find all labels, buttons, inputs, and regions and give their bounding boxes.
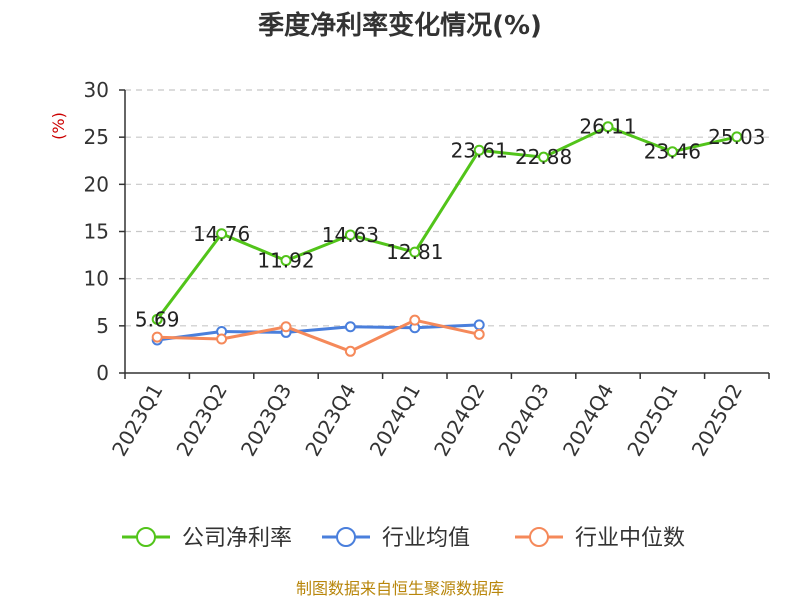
data-labels: 5.69 14.76 11.92 14.63 12.81 23.61 22.88 26.11 2… [135,115,765,332]
y-tick-label: 15 [84,220,109,244]
x-tick-label: 2024Q3 [493,380,553,461]
data-label: 14.63 [322,223,379,247]
legend-label: 行业均值 [382,526,470,551]
y-tick-label: 30 [84,78,109,102]
y-tick-label: 0 [96,361,109,385]
data-point [151,313,163,325]
data-label: 26.11 [579,115,636,139]
x-tick-label: 2023Q2 [171,380,231,461]
x-tick-label: 2024Q4 [558,380,618,461]
data-point [344,229,356,241]
data-point [344,345,356,357]
data-point [409,314,421,326]
data-point [280,321,292,333]
legend: 公司净利率 行业均值 行业中位数 [122,526,685,551]
y-tick-label: 10 [84,267,109,291]
data-label: 14.76 [193,222,250,246]
data-point [409,246,421,258]
x-tick-label: 2023Q4 [300,380,360,461]
legend-swatch-marker [136,527,156,547]
series-lines [151,121,743,357]
series-line [157,318,480,353]
data-label: 22.88 [515,145,572,169]
x-tick-label: 2024Q2 [429,380,489,461]
data-point [473,328,485,340]
y-tick-label: 5 [96,314,109,338]
x-tick-label: 2024Q1 [365,380,425,461]
data-label: 25.03 [708,125,765,149]
data-point [666,146,678,158]
data-point [473,319,485,331]
data-label: 23.61 [451,138,508,162]
series-line [156,125,738,321]
series-line [157,323,480,342]
legend-swatch-marker [336,527,356,547]
grid-lines [125,89,769,327]
legend-swatch-marker [529,527,549,547]
x-tick-label: 2025Q2 [687,380,747,461]
chart-title: 季度净利率变化情况(%) [258,10,542,41]
source-note: 制图数据来自恒生聚源数据库 [296,579,504,598]
data-point [216,333,228,345]
legend-label: 行业中位数 [575,526,685,551]
data-point [731,131,743,143]
data-point [473,144,485,156]
data-point [538,151,550,163]
data-point [602,121,614,133]
data-point [151,331,163,343]
x-tick-label: 2023Q1 [107,380,167,461]
x-tick-label: 2025Q1 [622,380,682,461]
y-axis-unit: (%) [49,112,68,140]
data-label: 11.92 [257,249,314,273]
data-point [216,228,228,240]
data-point [344,321,356,333]
data-point [280,255,292,267]
data-label: 5.69 [135,307,180,331]
x-tick-label: 2023Q3 [236,380,296,461]
data-label: 12.81 [386,240,443,264]
y-tick-label: 25 [84,125,109,149]
y-tick-label: 20 [84,172,109,196]
legend-label: 公司净利率 [182,526,292,551]
data-label: 23.46 [644,140,701,164]
